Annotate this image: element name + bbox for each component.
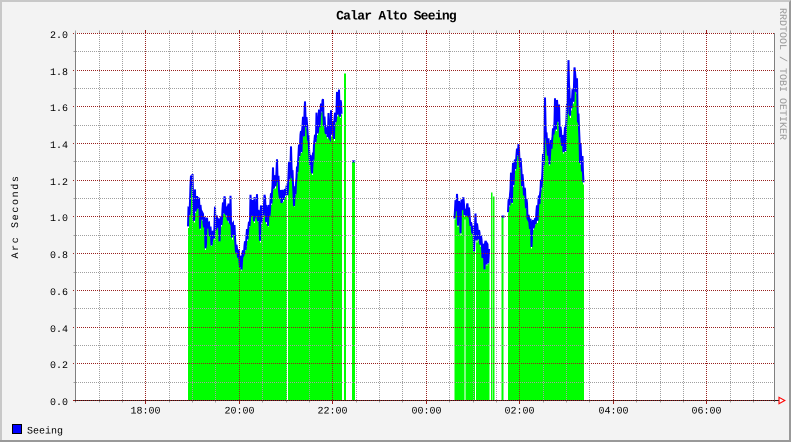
svg-text:2.0: 2.0 — [50, 31, 68, 42]
svg-text:0.6: 0.6 — [50, 288, 68, 299]
svg-text:Calar Alto Seeing: Calar Alto Seeing — [336, 9, 457, 24]
svg-text:0.8: 0.8 — [50, 251, 68, 262]
svg-text:02:00: 02:00 — [504, 407, 534, 418]
svg-text:1.4: 1.4 — [50, 141, 68, 152]
svg-text:06:00: 06:00 — [691, 407, 721, 418]
svg-text:Arc Seconds: Arc Seconds — [10, 174, 22, 258]
svg-text:1.6: 1.6 — [50, 104, 68, 115]
svg-text:Seeing: Seeing — [27, 426, 63, 438]
svg-text:0.4: 0.4 — [50, 325, 68, 336]
svg-text:RRDTOOL / TOBI OETIKER: RRDTOOL / TOBI OETIKER — [776, 8, 788, 140]
svg-text:18:00: 18:00 — [130, 407, 160, 418]
svg-text:04:00: 04:00 — [598, 407, 628, 418]
svg-text:0.0: 0.0 — [50, 398, 68, 409]
svg-text:0.2: 0.2 — [50, 361, 68, 372]
svg-text:22:00: 22:00 — [317, 407, 347, 418]
svg-text:1.8: 1.8 — [50, 68, 68, 79]
svg-text:00:00: 00:00 — [411, 407, 441, 418]
svg-text:1.0: 1.0 — [50, 214, 68, 225]
svg-text:1.2: 1.2 — [50, 178, 68, 189]
svg-text:20:00: 20:00 — [224, 407, 254, 418]
